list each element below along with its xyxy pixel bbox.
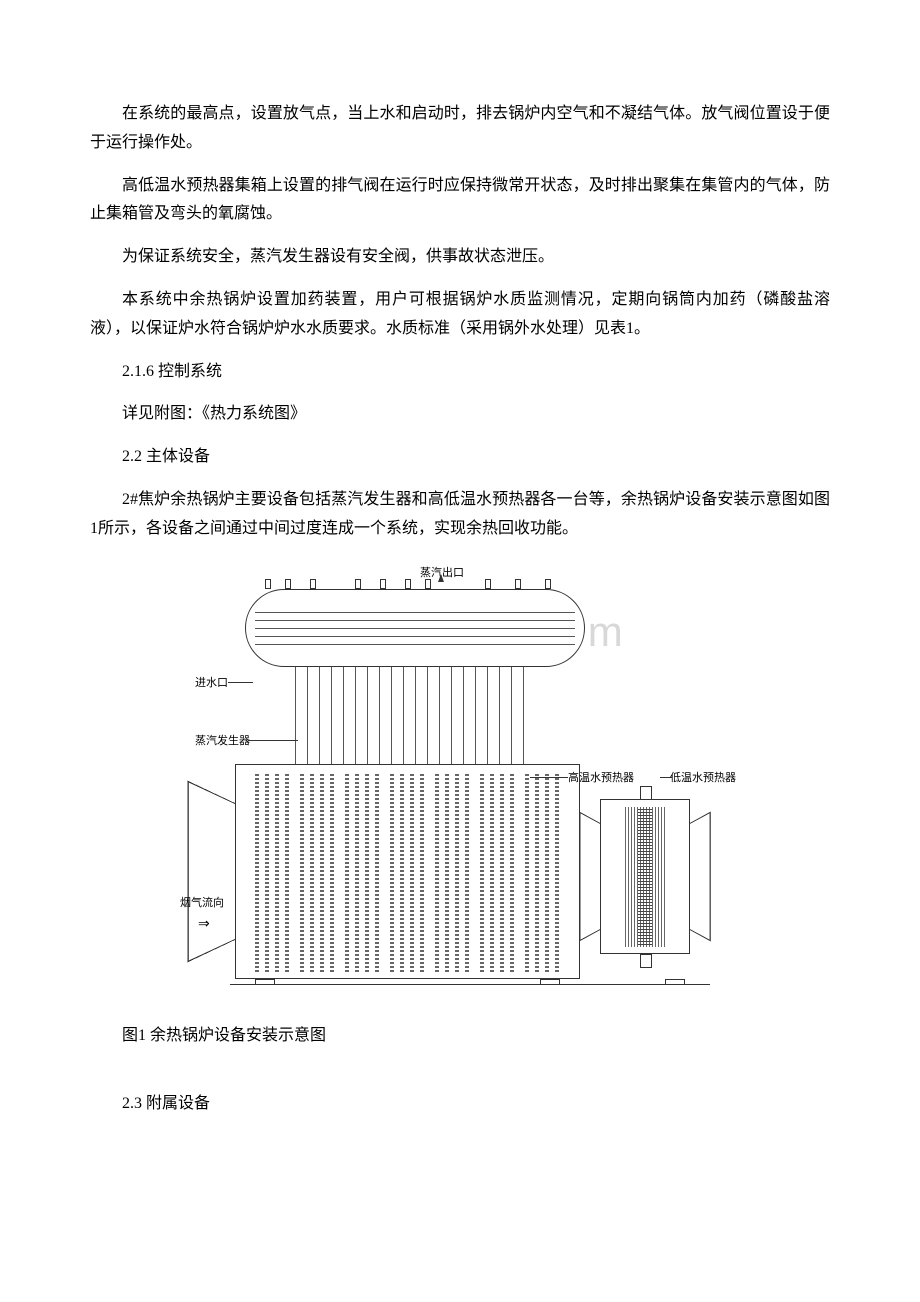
support-right <box>665 979 685 985</box>
boiler-diagram: www.bdocx.com 蒸汽出口 进水口 蒸汽发生器 <box>180 564 740 1004</box>
flue-gas-arrow-icon: ⇒ <box>198 912 210 937</box>
drum-internals <box>255 602 575 654</box>
section-2-1-6: 2.1.6 控制系统 <box>90 358 830 387</box>
water-inlet-leader <box>228 682 253 683</box>
paragraph-safety-valve: 为保证系统安全，蒸汽发生器设有安全阀，供事故状态泄压。 <box>90 243 830 272</box>
drum-top-fittings <box>255 579 575 591</box>
low-temp-preheater-label: 低温水预热器 <box>670 769 736 789</box>
figure-1-caption: 图1 余热锅炉设备安装示意图 <box>90 1022 830 1051</box>
paragraph-dosing: 本系统中余热锅炉设置加药装置，用户可根据锅炉水质监测情况，定期向锅筒内加药（磷酸… <box>90 286 830 344</box>
support-mid <box>540 979 560 985</box>
support-left <box>255 979 275 985</box>
section-2-3: 2.3 附属设备 <box>90 1090 830 1119</box>
tube-bundle <box>250 772 565 972</box>
preheater-coil <box>638 809 652 945</box>
paragraph-thermal-diagram: 详见附图：《热力系统图》 <box>90 400 830 429</box>
high-temp-leader <box>530 777 568 778</box>
section-2-2: 2.2 主体设备 <box>90 443 830 472</box>
preheater-outlet-flange <box>688 811 711 941</box>
preheater-bottom-pipe <box>640 954 652 968</box>
figure-1-container: www.bdocx.com 蒸汽出口 进水口 蒸汽发生器 <box>90 564 830 1004</box>
paragraph-main-equipment: 2#焦炉余热锅炉主要设备包括蒸汽发生器和高低温水预热器各一台等，余热锅炉设备安装… <box>90 486 830 544</box>
paragraph-vent: 在系统的最高点，设置放气点，当上水和启动时，排去锅炉内空气和不凝结气体。放气阀位… <box>90 100 830 158</box>
water-inlet-label: 进水口 <box>195 674 228 694</box>
paragraph-exhaust-valve: 高低温水预热器集箱上设置的排气阀在运行时应保持微常开状态，及时排出聚集在集管内的… <box>90 172 830 230</box>
inlet-flange <box>187 780 237 962</box>
high-temp-preheater-label: 高温水预热器 <box>568 769 634 789</box>
flue-gas-label: 烟气流向 <box>180 894 224 914</box>
preheater-inlet-flange <box>579 811 602 941</box>
steam-generator-label: 蒸汽发生器 <box>195 732 250 752</box>
preheater-top-pipe <box>640 786 652 800</box>
steam-generator-leader <box>248 740 298 741</box>
downcomer-pipes <box>295 667 535 767</box>
base-line <box>230 984 710 985</box>
